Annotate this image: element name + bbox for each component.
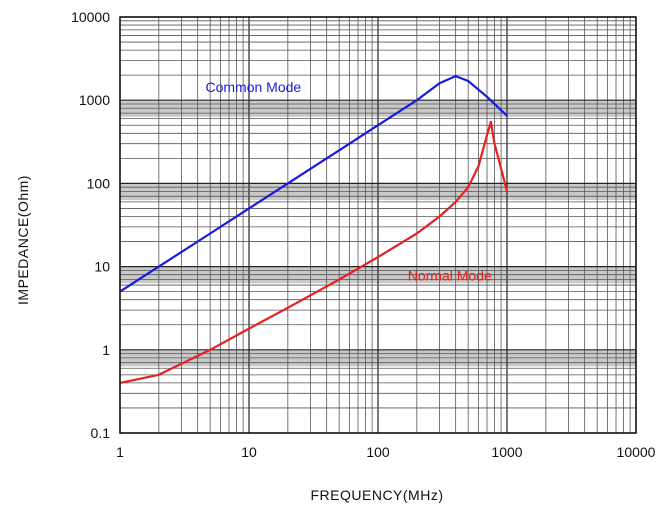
x-tick-label: 1 [116,444,124,460]
x-tick-label: 10 [241,444,257,460]
y-tick-label: 1000 [79,92,110,108]
y-axis-label: IMPEDANCE(Ohm) [15,175,31,305]
x-tick-label: 100 [366,444,390,460]
normal-mode-label: Normal Mode [408,268,492,284]
y-tick-label: 100 [87,175,111,191]
y-tick-label: 0.1 [91,425,111,441]
series-group: Common Mode Normal Mode [119,75,509,384]
x-tick-label: 10000 [617,444,656,460]
normal-mode-line [119,120,509,384]
y-tick-label: 10000 [71,9,110,25]
x-axis-label: FREQUENCY(MHz) [311,487,444,503]
common-mode-label: Common Mode [205,79,301,95]
grid-lines [119,16,637,434]
y-tick-label: 10 [94,259,110,275]
x-tick-label: 1000 [491,444,522,460]
plot-border [119,16,637,434]
common-mode-line [119,75,508,293]
tick-labels: 1 10 100 1000 10000 0.1 1 10 100 1000 10000 [71,9,656,460]
plot-frame [119,16,637,434]
y-tick-label: 1 [102,342,110,358]
